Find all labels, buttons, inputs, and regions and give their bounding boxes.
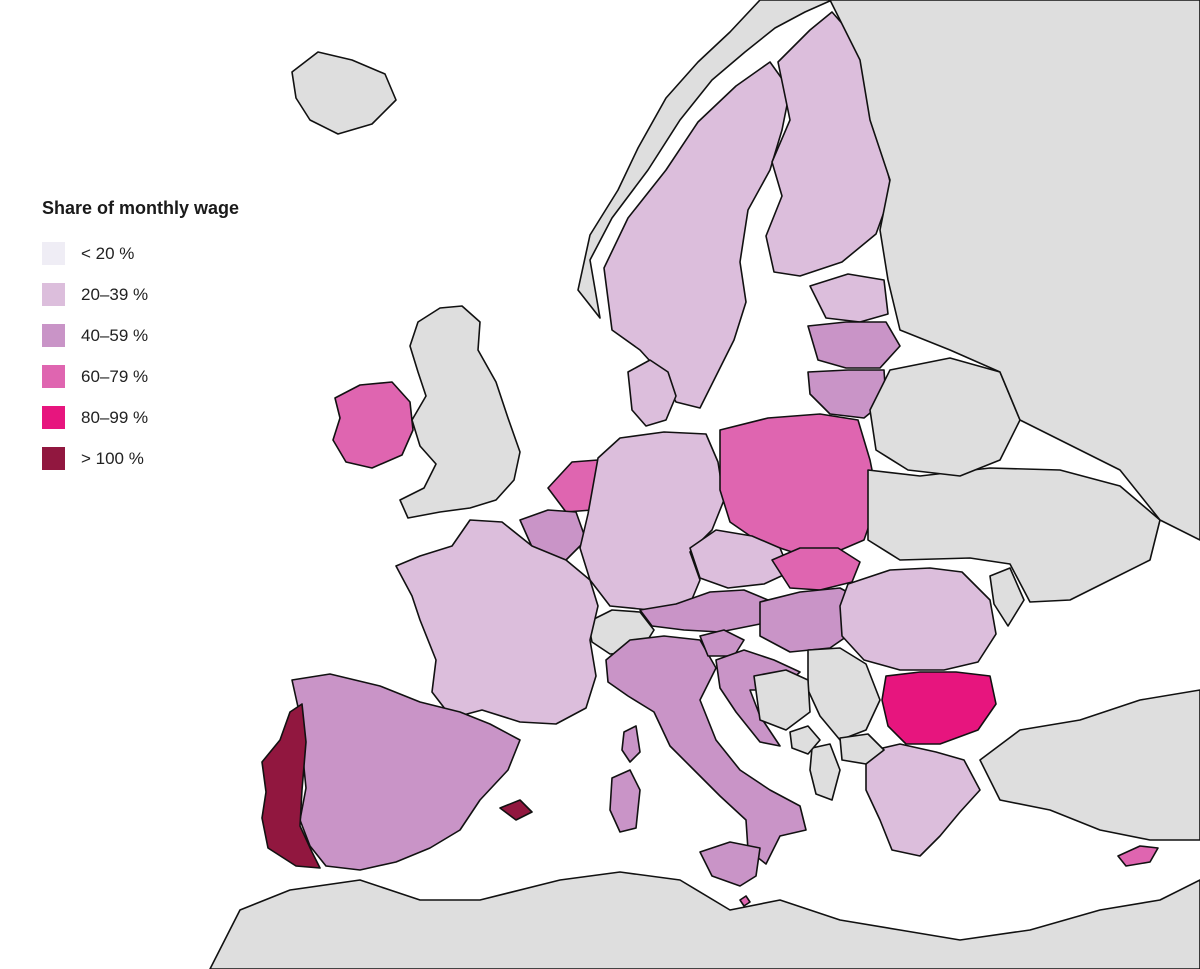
region-germany <box>579 431 725 611</box>
region-malta <box>739 895 751 907</box>
region-russia <box>829 0 1200 541</box>
region-denmark <box>627 359 677 427</box>
region-corsica <box>621 725 641 763</box>
region-montenegro <box>789 725 821 755</box>
region-turkey <box>979 689 1200 841</box>
region-united-kingdom <box>399 305 521 519</box>
region-sweden <box>603 61 791 409</box>
legend-swatch <box>42 324 65 347</box>
region-spain <box>291 673 521 871</box>
region-north-africa <box>209 871 1200 969</box>
legend-swatch <box>42 365 65 388</box>
legend-item: 40–59 % <box>42 315 282 356</box>
region-ireland <box>332 381 414 469</box>
legend-swatch <box>42 242 65 265</box>
legend-label: 60–79 % <box>81 366 149 386</box>
legend-label: > 100 % <box>81 448 144 468</box>
legend-swatch <box>42 283 65 306</box>
legend-title: Share of monthly wage <box>42 198 240 218</box>
legend-label: 40–59 % <box>81 325 149 345</box>
region-north-macedonia <box>839 733 885 765</box>
region-sicily <box>699 841 761 887</box>
legend-label: 20–39 % <box>81 284 149 304</box>
region-sardinia <box>609 769 641 833</box>
region-serbia <box>807 647 881 741</box>
region-cyprus <box>1117 845 1159 867</box>
legend-item: 20–39 % <box>42 274 282 315</box>
legend-item: 80–99 % <box>42 397 282 438</box>
map-legend: Share of monthly wage < 20 % 20–39 % 40–… <box>42 198 282 479</box>
region-slovenia <box>699 629 745 657</box>
region-bosnia-and-herzegovina <box>753 669 811 731</box>
region-portugal <box>261 703 321 869</box>
legend-item: < 20 % <box>42 233 282 274</box>
legend-item: > 100 % <box>42 438 282 479</box>
region-romania <box>839 567 997 671</box>
legend-swatch <box>42 406 65 429</box>
region-poland <box>719 413 879 553</box>
legend-label: < 20 % <box>81 243 135 263</box>
region-iceland <box>291 51 397 135</box>
region-latvia <box>807 321 901 369</box>
region-balearic-islands <box>499 799 533 821</box>
region-belarus <box>869 357 1021 477</box>
region-albania <box>809 743 841 801</box>
legend-swatch <box>42 447 65 470</box>
region-moldova <box>989 567 1025 627</box>
legend-label: 80–99 % <box>81 407 149 427</box>
region-slovakia <box>771 547 861 591</box>
region-estonia <box>809 273 889 323</box>
region-greece <box>865 743 981 857</box>
legend-item: 60–79 % <box>42 356 282 397</box>
region-france <box>395 519 599 725</box>
region-norway <box>577 0 833 319</box>
region-ukraine <box>867 467 1161 603</box>
region-bulgaria <box>881 671 997 745</box>
